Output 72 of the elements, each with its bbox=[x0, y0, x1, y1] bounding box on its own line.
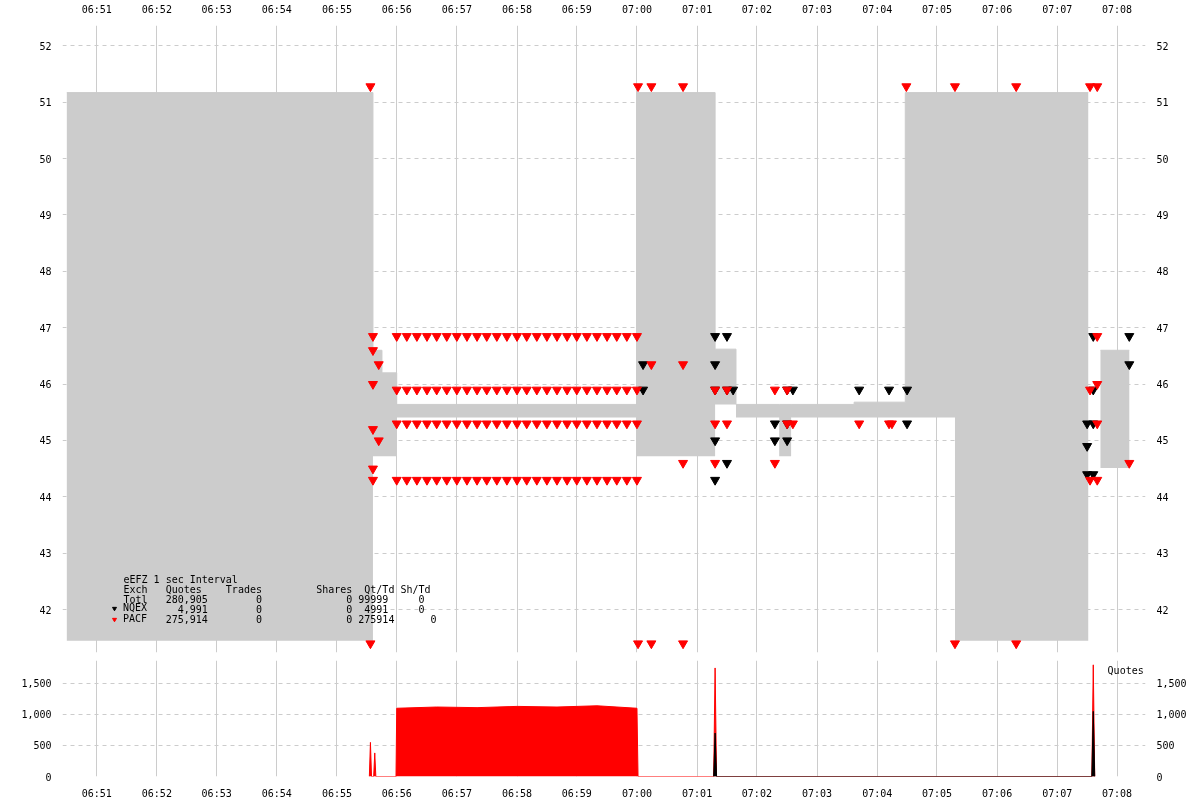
x-tick-label: 07:04 bbox=[862, 3, 893, 15]
x-tick-label: 06:58 bbox=[501, 3, 533, 15]
y2-tick-label: 1,000 bbox=[1156, 709, 1187, 721]
x-tick-label: 06:53 bbox=[201, 787, 232, 799]
y2-tick-label: 47 bbox=[1156, 322, 1169, 334]
y2-tick-label: 1,500 bbox=[1156, 678, 1187, 690]
x-tick-label: 06:56 bbox=[381, 3, 412, 15]
x-tick-label: 07:00 bbox=[621, 787, 653, 799]
y2-tick-label: 46 bbox=[1156, 379, 1169, 391]
x-tick-label: 06:51 bbox=[81, 787, 112, 799]
y2-tick-label: 45 bbox=[1156, 435, 1169, 447]
x-tick-label: 06:52 bbox=[141, 787, 172, 799]
x-tick-label: 06:57 bbox=[441, 3, 472, 15]
x-tick-label: 07:01 bbox=[682, 787, 713, 799]
y-tick-label: 49 bbox=[39, 209, 52, 221]
y-tick-label: 50 bbox=[39, 153, 52, 165]
y-tick-label: 47 bbox=[39, 322, 52, 334]
x-tick-label: 07:02 bbox=[741, 787, 772, 799]
y-tick-label: 500 bbox=[33, 740, 52, 752]
x-tick-label: 06:54 bbox=[261, 3, 292, 15]
y2-tick-label: 42 bbox=[1156, 604, 1169, 616]
x-tick-label: 06:57 bbox=[441, 787, 472, 799]
x-tick-label: 07:01 bbox=[682, 3, 713, 15]
x-tick-label: 07:02 bbox=[741, 3, 772, 15]
x-tick-label: 06:55 bbox=[321, 3, 352, 15]
y-tick-label: 51 bbox=[39, 97, 52, 109]
y2-tick-label: 52 bbox=[1156, 40, 1169, 52]
y-tick-label: 46 bbox=[39, 379, 52, 391]
x-tick-label: 06:59 bbox=[561, 787, 592, 799]
x-tick-label: 07:07 bbox=[1042, 3, 1073, 15]
y2-tick-label: 0 bbox=[1156, 771, 1163, 783]
y2-tick-label: 50 bbox=[1156, 153, 1169, 165]
legend-title: eEFZ 1 sec Interval bbox=[123, 573, 238, 585]
y2-tick-label: 44 bbox=[1156, 491, 1169, 503]
y2-tick-label: 48 bbox=[1156, 266, 1169, 278]
y2-tick-label: 500 bbox=[1156, 740, 1175, 752]
x-tick-label: 07:05 bbox=[921, 3, 953, 15]
y-tick-label: 43 bbox=[39, 548, 52, 560]
x-tick-label: 07:00 bbox=[621, 3, 653, 15]
x-tick-label: 06:59 bbox=[561, 3, 592, 15]
x-tick-label: 06:52 bbox=[141, 3, 172, 15]
x-tick-label: 06:55 bbox=[321, 787, 352, 799]
y-tick-label: 42 bbox=[39, 604, 52, 616]
x-tick-label: 07:08 bbox=[1102, 3, 1133, 15]
y-tick-label: 0 bbox=[45, 771, 52, 783]
x-tick-label: 07:04 bbox=[862, 787, 893, 799]
text: Exch Quotes Trades Shares Qt/Td Sh/Td bbox=[123, 583, 431, 595]
x-tick-label: 06:56 bbox=[381, 787, 412, 799]
x-tick-label: 06:54 bbox=[261, 787, 292, 799]
legend-label: PACF bbox=[123, 613, 148, 624]
x-tick-label: 06:58 bbox=[501, 787, 533, 799]
x-tick-label: 07:08 bbox=[1102, 787, 1133, 799]
y-tick-label: 1,500 bbox=[21, 678, 52, 690]
x-tick-label: 07:06 bbox=[982, 3, 1013, 15]
annotation: Quotes bbox=[1107, 665, 1144, 677]
y-tick-label: 45 bbox=[39, 435, 52, 447]
x-tick-label: 07:07 bbox=[1042, 787, 1073, 799]
x-tick-label: 06:53 bbox=[201, 3, 232, 15]
y2-tick-label: 43 bbox=[1156, 548, 1169, 560]
text: 275,914 0 0 275914 0 bbox=[165, 614, 437, 626]
x-tick-label: 06:51 bbox=[81, 3, 112, 15]
x-tick-label: 07:03 bbox=[801, 787, 833, 799]
x-tick-label: 07:05 bbox=[921, 787, 953, 799]
x-tick-label: 07:06 bbox=[982, 787, 1013, 799]
y-tick-label: 1,000 bbox=[21, 709, 52, 721]
text: 4,991 0 0 4991 0 bbox=[177, 604, 425, 616]
y2-tick-label: 51 bbox=[1156, 97, 1169, 109]
y2-tick-label: 49 bbox=[1156, 209, 1169, 221]
y-tick-label: 44 bbox=[39, 491, 52, 503]
y-tick-label: 52 bbox=[39, 40, 52, 52]
x-tick-label: 07:03 bbox=[801, 3, 833, 15]
y-tick-label: 48 bbox=[39, 266, 52, 278]
